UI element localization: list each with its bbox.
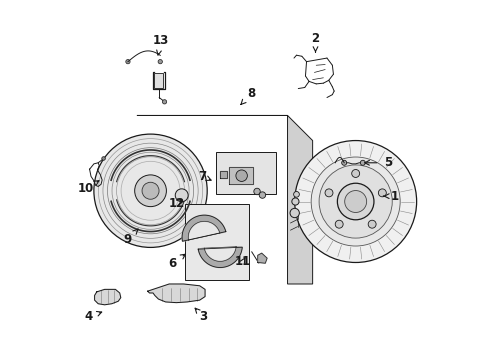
Text: 11: 11 — [234, 255, 250, 268]
Text: 4: 4 — [84, 310, 102, 324]
Circle shape — [162, 100, 166, 104]
Circle shape — [175, 189, 188, 202]
Circle shape — [293, 192, 299, 197]
Polygon shape — [147, 284, 204, 303]
Bar — [215, 152, 276, 194]
Polygon shape — [94, 289, 121, 305]
Circle shape — [259, 192, 265, 198]
Circle shape — [142, 182, 159, 199]
Circle shape — [125, 59, 130, 64]
Circle shape — [341, 160, 346, 165]
Circle shape — [319, 165, 391, 238]
Polygon shape — [182, 215, 225, 241]
Circle shape — [291, 198, 298, 205]
Polygon shape — [137, 116, 312, 284]
Polygon shape — [220, 171, 227, 178]
Circle shape — [253, 188, 260, 195]
Text: 8: 8 — [241, 87, 255, 104]
Text: 10: 10 — [78, 181, 99, 195]
Circle shape — [134, 175, 166, 207]
Circle shape — [289, 208, 299, 218]
Text: 9: 9 — [123, 229, 138, 246]
Circle shape — [360, 160, 365, 165]
Circle shape — [367, 220, 375, 228]
Circle shape — [325, 189, 332, 197]
Text: 7: 7 — [198, 170, 211, 183]
Polygon shape — [198, 247, 242, 267]
Text: 1: 1 — [383, 190, 398, 203]
Bar — [154, 73, 163, 88]
Polygon shape — [229, 167, 253, 184]
Text: 2: 2 — [311, 32, 319, 52]
Circle shape — [102, 157, 105, 160]
Circle shape — [344, 190, 366, 212]
Text: 6: 6 — [168, 254, 185, 270]
Circle shape — [294, 140, 416, 262]
Circle shape — [351, 170, 359, 177]
Text: 12: 12 — [168, 197, 184, 210]
Circle shape — [378, 189, 386, 197]
Circle shape — [94, 134, 207, 247]
Text: 3: 3 — [195, 308, 207, 324]
Polygon shape — [257, 253, 266, 263]
Circle shape — [337, 183, 373, 220]
Text: 13: 13 — [153, 33, 169, 55]
Circle shape — [235, 170, 247, 181]
Circle shape — [310, 157, 399, 246]
Circle shape — [335, 220, 343, 228]
Bar — [185, 204, 249, 280]
Text: 5: 5 — [364, 156, 391, 169]
Circle shape — [158, 59, 162, 64]
